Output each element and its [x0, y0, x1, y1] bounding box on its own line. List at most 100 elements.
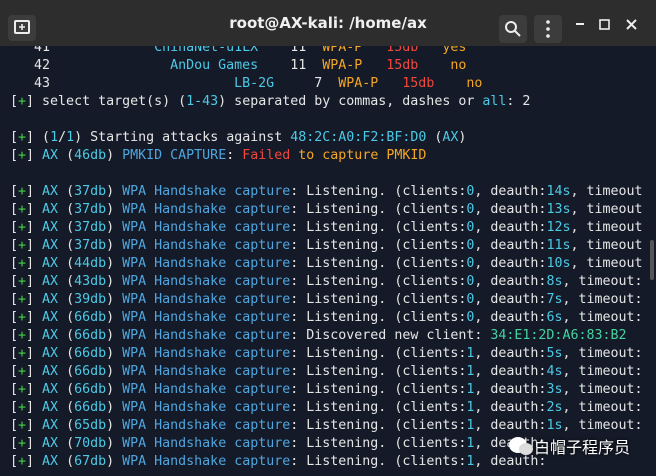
- text-segment: +: [18, 238, 27, 253]
- text-segment: (: [58, 184, 75, 199]
- text-segment: ]: [26, 328, 43, 343]
- window-title: root@AX-kali: /home/ax: [229, 14, 427, 32]
- text-segment: ]: [26, 382, 43, 397]
- text-segment: +: [18, 292, 27, 307]
- text-segment: : Listening. (clients:: [290, 274, 467, 289]
- text-segment: AX: [42, 148, 59, 163]
- terminal-line: [+] AX (66db) WPA Handshake capture: Lis…: [10, 309, 644, 327]
- terminal-line: [+] AX (66db) WPA Handshake capture: Lis…: [10, 399, 644, 417]
- terminal-line: [+] AX (66db) WPA Handshake capture: Lis…: [10, 363, 644, 381]
- maximize-button[interactable]: [599, 19, 610, 30]
- text-segment: +: [18, 94, 27, 109]
- terminal-line: [10, 165, 644, 183]
- text-segment: [: [10, 400, 19, 415]
- text-segment: ]: [26, 238, 43, 253]
- text-segment: 70db: [74, 436, 107, 451]
- text-segment: (: [58, 400, 75, 415]
- scrollbar[interactable]: [650, 240, 654, 280]
- text-segment: , timeout:: [562, 400, 643, 415]
- text-segment: (: [58, 256, 75, 271]
- text-segment: AX: [42, 238, 59, 253]
- text-segment: 1: [466, 400, 475, 415]
- text-segment: ] select target(s) (: [26, 94, 187, 109]
- text-segment: [: [10, 310, 19, 325]
- text-segment: +: [18, 328, 27, 343]
- text-segment: ): [106, 238, 123, 253]
- text-segment: AX: [42, 292, 59, 307]
- text-segment: ]: [26, 274, 43, 289]
- text-segment: 0: [466, 238, 475, 253]
- text-segment: : Listening. (clients:: [290, 220, 467, 235]
- text-segment: , deauth:: [474, 292, 547, 307]
- text-segment: +: [18, 436, 27, 451]
- text-segment: [: [10, 256, 19, 271]
- text-segment: , deauth:: [474, 454, 547, 469]
- icon: [505, 21, 517, 33]
- text-segment: 1: [466, 346, 475, 361]
- text-segment: 1: [66, 130, 75, 145]
- text-segment: ): [106, 292, 123, 307]
- text-segment: : Listening. (clients:: [290, 364, 467, 379]
- text-segment: ): [106, 328, 123, 343]
- text-segment: 66db: [74, 364, 107, 379]
- text-segment: 66db: [74, 382, 107, 397]
- text-segment: +: [18, 148, 27, 163]
- text-segment: (: [58, 310, 75, 325]
- text-segment: : Listening. (clients:: [290, 454, 467, 469]
- text-segment: 14s: [546, 184, 571, 199]
- text-segment: 0: [466, 292, 475, 307]
- terminal-line: 43 LB-2G 7 WPA-P 15db no: [10, 75, 644, 93]
- text-segment: ): [106, 418, 123, 433]
- text-segment: WPA Handshake capture: [122, 436, 291, 451]
- text-segment: 11s: [546, 238, 571, 253]
- terminal-line: [+] AX (37db) WPA Handshake capture: Lis…: [10, 219, 644, 237]
- text-segment: : Listening. (clients:: [290, 238, 467, 253]
- text-segment: ): [106, 400, 123, 415]
- text-segment: (: [58, 148, 75, 163]
- text-segment: 42: [10, 58, 51, 73]
- text-segment: WPA Handshake capture: [122, 346, 291, 361]
- text-segment: WPA Handshake capture: [122, 454, 291, 469]
- watermark: 白帽子程序员: [508, 434, 630, 458]
- text-segment: , deauth:: [474, 364, 547, 379]
- text-segment: (: [58, 364, 75, 379]
- text-segment: (: [58, 328, 75, 343]
- text-segment: WPA Handshake capture: [122, 184, 291, 199]
- text-segment: , deauth:: [474, 418, 547, 433]
- text-segment: 1: [466, 454, 475, 469]
- text-segment: WPA Handshake capture: [122, 382, 291, 397]
- text-segment: ): [106, 256, 123, 271]
- text-segment: 43db: [74, 274, 107, 289]
- text-segment: AX: [42, 310, 59, 325]
- text-segment: , deauth:: [474, 400, 547, 415]
- text-segment: ): [106, 148, 123, 163]
- text-segment: AX: [42, 202, 59, 217]
- terminal-line: [+] AX (37db) WPA Handshake capture: Lis…: [10, 183, 644, 201]
- text-segment: WPA Handshake capture: [122, 364, 291, 379]
- text-segment: WPA-P: [306, 58, 363, 73]
- text-segment: AX: [42, 346, 59, 361]
- text-segment: AX: [442, 130, 459, 145]
- text-segment: , deauth:: [474, 274, 547, 289]
- terminal-line: [10, 111, 644, 129]
- text-segment: : Listening. (clients:: [290, 202, 467, 217]
- text-segment: 15db: [362, 58, 419, 73]
- text-segment: WPA-P: [322, 76, 379, 91]
- text-segment: (: [58, 292, 75, 307]
- text-segment: ): [106, 436, 123, 451]
- text-segment: 1s: [546, 418, 563, 433]
- text-segment: , timeout:: [562, 346, 643, 361]
- close-button[interactable]: [626, 19, 637, 30]
- text-segment: ]: [26, 220, 43, 235]
- terminal-line: [+] AX (37db) WPA Handshake capture: Lis…: [10, 201, 644, 219]
- text-segment: 1: [466, 418, 475, 433]
- text-segment: , timeout: [570, 220, 643, 235]
- text-segment: 0: [466, 274, 475, 289]
- text-segment: : Listening. (clients:: [290, 292, 467, 307]
- text-segment: : Listening. (clients:: [290, 436, 467, 451]
- text-segment: , timeout:: [562, 274, 643, 289]
- text-segment: WPA Handshake capture: [122, 274, 291, 289]
- text-segment: [: [10, 364, 19, 379]
- text-segment: ]: [26, 292, 43, 307]
